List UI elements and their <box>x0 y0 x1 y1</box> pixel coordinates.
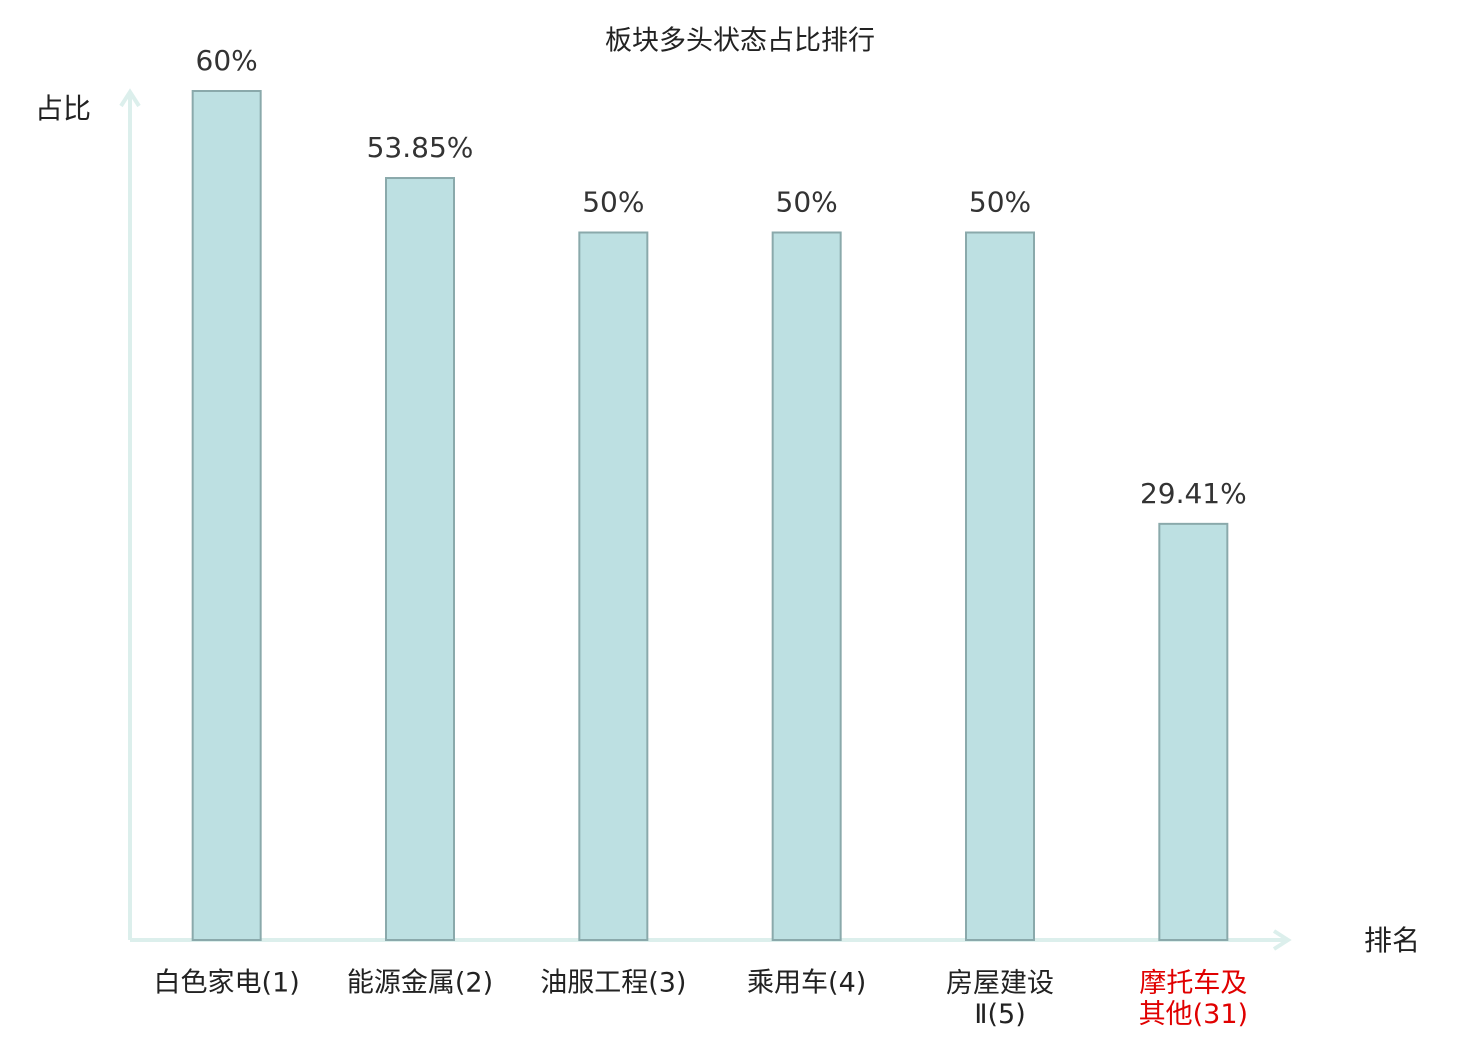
x-tick-label-line: 其他(31) <box>1139 999 1248 1030</box>
axes <box>119 88 1292 951</box>
x-tick-label: 油服工程(3) <box>540 968 686 999</box>
x-tick-label: 摩托车及其他(31) <box>1139 968 1248 1030</box>
value-label: 29.41% <box>1140 477 1247 510</box>
x-tick-label-line: 摩托车及 <box>1139 968 1247 999</box>
value-label: 60% <box>196 44 258 77</box>
value-label: 53.85% <box>367 131 474 164</box>
x-tick-label-line: Ⅱ(5) <box>974 999 1026 1030</box>
y-axis-label: 占比 <box>35 92 91 125</box>
value-label: 50% <box>582 186 644 219</box>
x-tick-label-line: 房屋建设 <box>946 968 1054 999</box>
x-axis-label: 排名 <box>1364 924 1420 957</box>
x-tick-label: 白色家电(1) <box>154 968 300 999</box>
bar <box>771 231 842 941</box>
bar <box>191 90 262 941</box>
bar <box>578 231 649 941</box>
value-label: 50% <box>776 186 838 219</box>
x-tick-label: 能源金属(2) <box>347 968 493 999</box>
x-tick-label: 乘用车(4) <box>747 968 866 999</box>
bar <box>965 231 1035 941</box>
y-axis-arrow <box>119 88 141 108</box>
bar <box>1158 522 1229 941</box>
bar <box>385 177 455 941</box>
x-axis-arrow <box>1272 929 1292 951</box>
x-tick-label: 房屋建设 Ⅱ(5) <box>946 968 1054 1030</box>
value-label: 50% <box>969 186 1031 219</box>
chart-title: 板块多头状态占比排行 <box>605 26 875 57</box>
